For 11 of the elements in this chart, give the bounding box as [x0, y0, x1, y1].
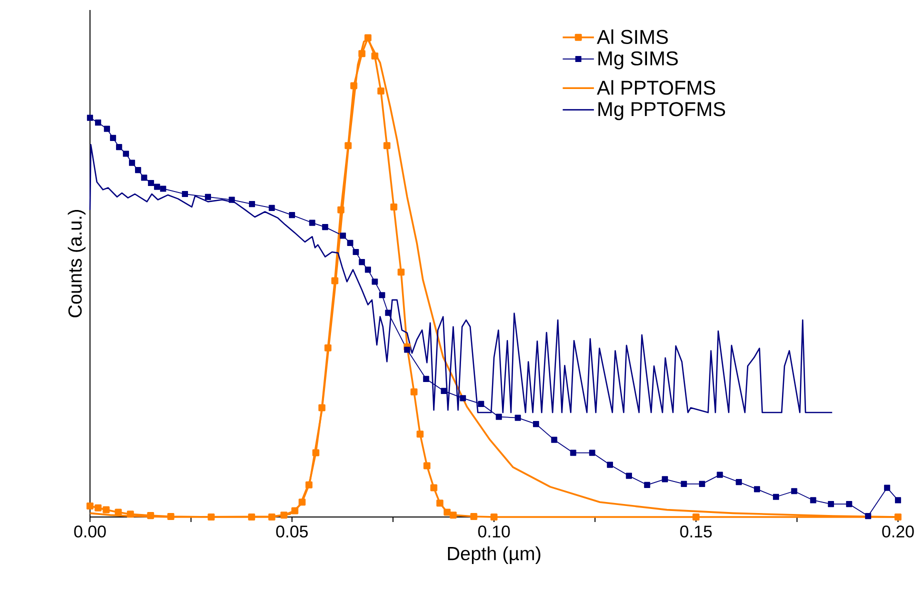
legend-label: Al SIMS	[596, 29, 668, 44]
x-axis-title: Depth (µm)	[448, 546, 540, 564]
x-tick-label: 0.10	[478, 526, 510, 538]
x-tick-label: 0.15	[680, 526, 712, 538]
legend-label: Al PPTOFMS	[596, 80, 716, 95]
legend-label: Mg PPTOFMS	[598, 102, 726, 120]
x-tick-label: 0.05	[276, 526, 308, 538]
legend-label: Mg SIMS	[598, 51, 678, 70]
y-axis-title: Counts (a.u.)	[68, 210, 86, 318]
x-tick-label: 0.20	[882, 526, 914, 538]
x-tick-label: 0.00	[74, 526, 106, 538]
